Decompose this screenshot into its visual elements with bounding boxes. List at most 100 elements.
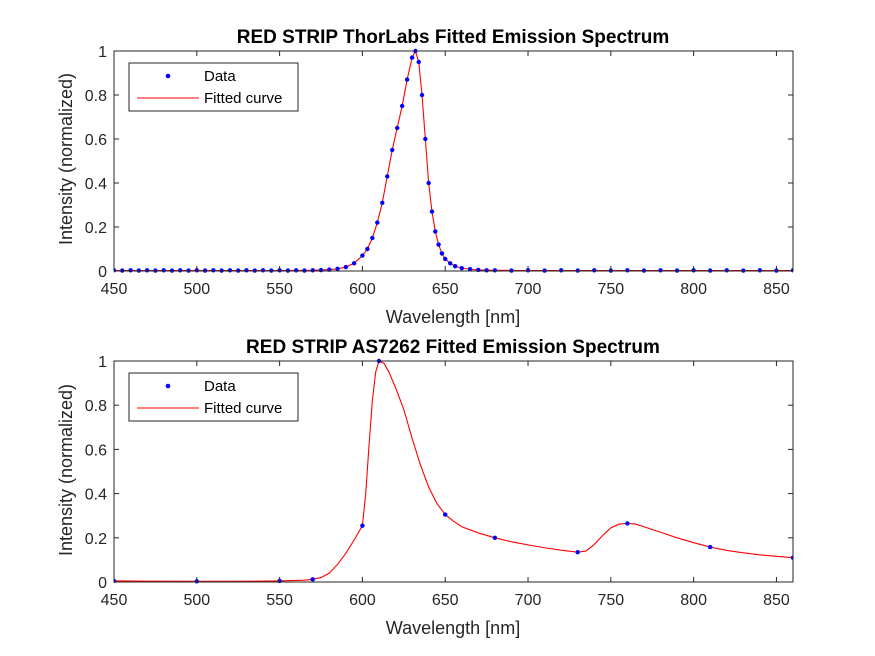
thorlabs-data-point	[351, 261, 357, 266]
as7262-y-tick-label: 0.8	[85, 398, 107, 415]
thorlabs-data-point	[310, 268, 315, 273]
thorlabs-x-tick-label: 800	[680, 281, 707, 298]
thorlabs-data-point	[365, 246, 370, 252]
as7262-legend-fit-label: Fitted curve	[204, 400, 282, 417]
thorlabs-x-axis-label: Wavelength [nm]	[386, 307, 520, 327]
thorlabs-data-point	[370, 235, 375, 241]
as7262-title: RED STRIP AS7262 Fitted Emission Spectru…	[246, 337, 660, 358]
thorlabs-y-tick-label: 0.8	[85, 88, 107, 105]
as7262-data-point	[360, 523, 365, 528]
thorlabs-y-tick-label: 1	[98, 44, 107, 61]
thorlabs-x-tick-label: 700	[515, 281, 542, 298]
thorlabs-legend-fit-label: Fitted curve	[204, 90, 282, 107]
thorlabs-data-point	[227, 268, 233, 273]
as7262-x-tick-label: 750	[597, 592, 624, 609]
thorlabs-data-point	[390, 147, 395, 153]
thorlabs-data-point	[380, 200, 385, 205]
as7262-x-tick-label: 850	[763, 592, 790, 609]
thorlabs-legend-box	[128, 62, 299, 112]
thorlabs-y-tick-label: 0.6	[85, 132, 107, 149]
thorlabs-data-point	[399, 103, 405, 109]
thorlabs-data-point	[178, 268, 183, 273]
thorlabs-title: RED STRIP ThorLabs Fitted Emission Spect…	[237, 27, 670, 48]
as7262-data-point	[790, 555, 793, 560]
as7262-legend-box	[128, 372, 299, 422]
thorlabs-x-tick-label: 750	[597, 281, 624, 298]
thorlabs-x-tick-label: 650	[432, 281, 459, 298]
as7262-legend-data-marker	[165, 383, 171, 389]
thorlabs-data-point	[335, 266, 340, 271]
as7262-x-axis-label: Wavelength [nm]	[386, 618, 520, 638]
thorlabs-data-point	[293, 268, 299, 273]
thorlabs-y-tick-label: 0.2	[85, 220, 107, 237]
as7262-y-tick-label: 0.6	[85, 442, 107, 459]
thorlabs-x-tick-label: 500	[183, 281, 210, 298]
as7262-y-tick-label: 0	[98, 575, 107, 592]
thorlabs-data-point	[433, 229, 438, 234]
as7262-data-point	[708, 544, 713, 550]
thorlabs-data-point	[436, 242, 441, 247]
thorlabs-data-point	[360, 253, 365, 258]
thorlabs-y-tick-label: 0.4	[85, 176, 107, 193]
thorlabs-data-point	[404, 77, 410, 82]
thorlabs-data-point	[592, 268, 597, 273]
thorlabs-data-point	[625, 268, 630, 273]
as7262-data-point	[310, 577, 315, 582]
thorlabs-data-point	[260, 268, 266, 273]
thorlabs-data-point	[416, 59, 421, 65]
thorlabs-data-point	[484, 268, 489, 273]
thorlabs-data-point	[439, 251, 445, 256]
thorlabs-legend: Data Fitted curve	[128, 62, 299, 112]
thorlabs-data-point	[558, 268, 564, 273]
thorlabs-data-point	[409, 55, 415, 60]
thorlabs-data-point	[443, 256, 448, 262]
as7262-legend-data-label: Data	[204, 378, 236, 395]
as7262-x-tick-label: 800	[680, 592, 707, 609]
thorlabs-legend-data-label: Data	[204, 68, 236, 85]
thorlabs-data-point	[343, 264, 349, 270]
thorlabs-data-point	[724, 268, 729, 273]
as7262-y-tick-label: 1	[98, 354, 107, 371]
thorlabs-data-point	[459, 265, 464, 271]
thorlabs-y-axis-label: Intensity (normalized)	[56, 73, 76, 245]
as7262-x-tick-label: 550	[266, 592, 293, 609]
thorlabs-x-tick-label: 550	[266, 281, 293, 298]
as7262-data-point	[492, 535, 498, 540]
as7262-ticks: 450 500 550 600 650 700 750 800 850 0 0.2 0.4 0.6 0.8…	[85, 354, 793, 609]
thorlabs-ticks: 450 500 550 600 650 700 750 800 850 0 0.2 0.4 0.6 0.8…	[85, 44, 793, 298]
thorlabs-data-point	[452, 263, 458, 269]
thorlabs-data-point	[757, 268, 763, 273]
thorlabs-data-point	[211, 268, 216, 273]
thorlabs-x-tick-label: 850	[763, 281, 790, 298]
as7262-y-tick-label: 0.4	[85, 487, 107, 504]
as7262-axes-frame	[113, 360, 794, 583]
thorlabs-data-point	[318, 267, 324, 273]
as7262-x-tick-label: 700	[515, 592, 542, 609]
thorlabs-data-point	[375, 220, 380, 225]
thorlabs-data-point	[419, 92, 425, 98]
thorlabs-legend-data-marker	[165, 73, 171, 79]
thorlabs-data-point	[394, 125, 400, 131]
as7262-y-tick-label: 0.2	[85, 531, 107, 548]
thorlabs-y-tick-label: 0	[98, 264, 107, 281]
thorlabs-subplot: RED STRIP ThorLabs Fitted Emission Spect…	[56, 27, 794, 327]
as7262-legend: Data Fitted curve	[128, 372, 299, 422]
thorlabs-data-point	[423, 136, 428, 142]
thorlabs-data-point	[429, 209, 435, 214]
thorlabs-data-point	[426, 180, 431, 186]
as7262-x-tick-label: 600	[349, 592, 376, 609]
thorlabs-data-point	[244, 268, 249, 273]
as7262-x-tick-label: 500	[183, 592, 210, 609]
thorlabs-data-point	[447, 261, 453, 266]
as7262-data-point	[575, 549, 580, 555]
thorlabs-data-point	[128, 268, 133, 273]
thorlabs-x-tick-label: 450	[101, 281, 128, 298]
thorlabs-data-point	[658, 268, 663, 273]
thorlabs-axes-frame	[113, 50, 794, 272]
as7262-x-tick-label: 450	[101, 592, 128, 609]
as7262-data-point	[625, 521, 630, 526]
as7262-subplot: RED STRIP AS7262 Fitted Emission Spectru…	[56, 337, 794, 638]
as7262-plot-area	[114, 358, 793, 584]
thorlabs-data-point	[161, 268, 166, 273]
